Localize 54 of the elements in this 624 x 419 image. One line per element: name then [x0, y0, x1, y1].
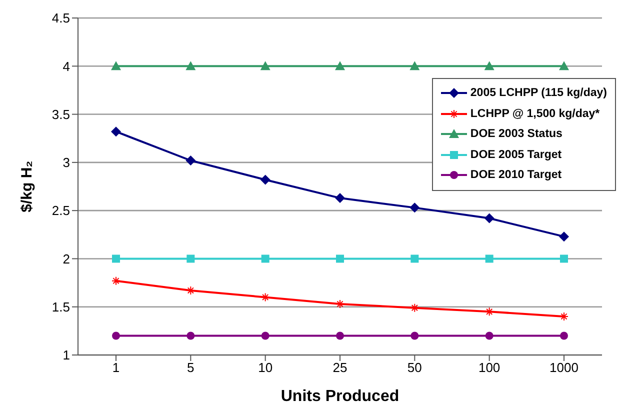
- point: [336, 254, 344, 263]
- y-tick-label: 4.5: [52, 10, 70, 26]
- point: [111, 61, 121, 70]
- x-tick-label: 5: [187, 360, 194, 376]
- y-tick-label: 2: [62, 251, 70, 266]
- point: [485, 254, 494, 263]
- x-tick-label: 50: [407, 360, 422, 376]
- point: [410, 332, 419, 340]
- y-tick-label: 2.5: [52, 203, 70, 218]
- legend-label: DOE 2003 Status: [470, 128, 562, 140]
- point: [186, 156, 196, 166]
- legend-label: 2005 LCHPP (115 kg/day): [470, 87, 607, 100]
- point: [261, 332, 270, 340]
- point: [260, 174, 270, 185]
- point: [260, 61, 270, 70]
- legend-label: LCHPP @ 1,500 kg/day*: [470, 108, 600, 120]
- point: [485, 332, 494, 340]
- point: [560, 312, 568, 321]
- x-tick-label: 25: [332, 360, 348, 376]
- x-axis-title: Units Produced: [280, 388, 400, 405]
- point: [559, 232, 569, 242]
- y-tick-label: 4: [62, 58, 70, 74]
- point: [410, 61, 420, 70]
- point: [484, 213, 494, 224]
- legend-label: DOE 2010 Target: [470, 169, 562, 182]
- y-axis-title: $/kg H₂: [18, 160, 36, 212]
- point: [560, 254, 568, 263]
- point: [112, 276, 120, 286]
- y-tick-label: 3.5: [52, 106, 70, 122]
- point: [410, 254, 419, 263]
- y-tick-label: 3: [62, 155, 70, 170]
- point: [186, 332, 195, 340]
- point: [560, 332, 568, 340]
- point: [484, 61, 494, 70]
- point: [260, 292, 270, 302]
- point: [335, 193, 345, 204]
- x-tick-label: 100: [478, 360, 500, 376]
- point: [111, 126, 121, 137]
- x-tick-label: 1000: [550, 360, 578, 376]
- point: [336, 332, 344, 340]
- point: [336, 299, 344, 308]
- point: [186, 254, 195, 263]
- point: [410, 202, 420, 213]
- point: [112, 332, 120, 340]
- point: [261, 254, 270, 263]
- point: [112, 254, 120, 263]
- point: [186, 61, 196, 70]
- point: [335, 61, 345, 70]
- y-tick-label: 1: [62, 348, 70, 363]
- x-tick-label: 1: [112, 360, 120, 376]
- x-tick-label: 10: [258, 360, 273, 376]
- y-tick-label: 1.5: [52, 299, 70, 314]
- point: [559, 61, 569, 70]
- legend-label: DOE 2005 Target: [470, 148, 562, 161]
